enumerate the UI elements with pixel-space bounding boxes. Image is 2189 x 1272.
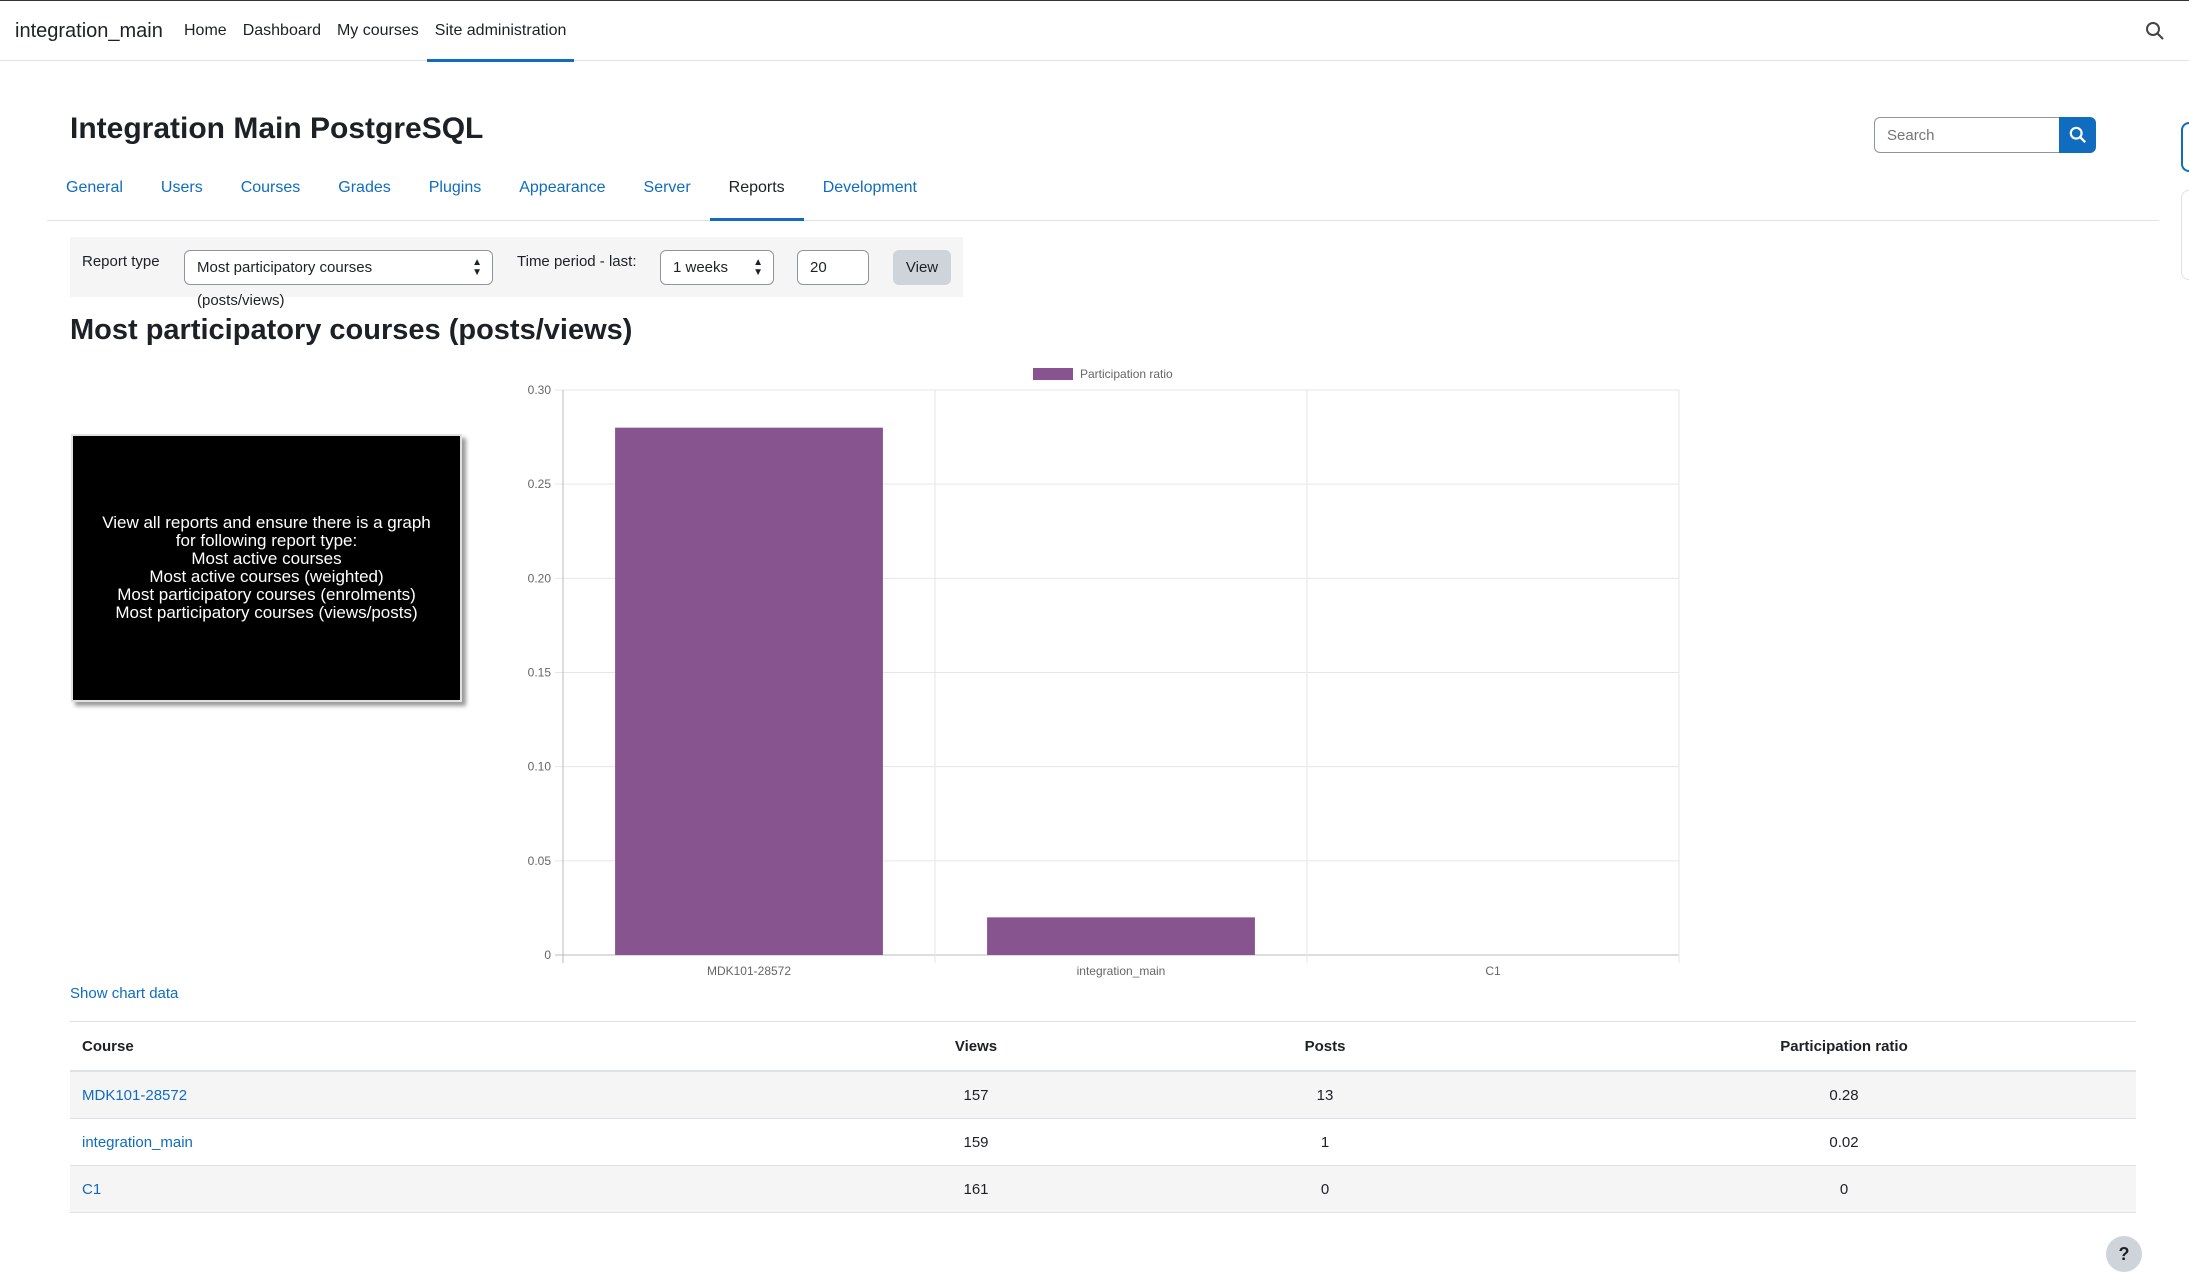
- image-text-line: Most active courses (weighted): [149, 567, 384, 586]
- ratio-cell: 0.28: [1552, 1071, 2136, 1119]
- y-tick-label: 0.30: [528, 383, 552, 397]
- views-cell: 157: [854, 1071, 1098, 1119]
- nav-my-courses[interactable]: My courses: [336, 22, 419, 39]
- ratio-cell: 0.02: [1552, 1118, 2136, 1166]
- time-period-select[interactable]: 1 weeks ▲ ▼: [660, 250, 774, 285]
- tab-appearance[interactable]: Appearance: [519, 179, 606, 196]
- block-drawer-handle[interactable]: [2181, 190, 2189, 280]
- y-tick-label: 0: [544, 948, 551, 962]
- admin-search-button[interactable]: [2059, 117, 2096, 153]
- col-course: Course: [70, 1021, 854, 1072]
- table-row: MDK101-28572 157 13 0.28: [70, 1071, 2136, 1119]
- y-tick-label: 0.10: [528, 760, 552, 774]
- admin-tabs: General Users Courses Grades Plugins App…: [47, 168, 2159, 221]
- table-row: C1 161 0 0: [70, 1165, 2136, 1213]
- x-tick-label: MDK101-28572: [707, 964, 791, 978]
- col-posts: Posts: [1098, 1021, 1552, 1072]
- image-text-line: Most participatory courses (views/posts): [115, 603, 418, 622]
- col-views: Views: [854, 1021, 1098, 1072]
- admin-search-input[interactable]: [1874, 117, 2059, 153]
- admin-search: [1874, 117, 2096, 153]
- search-icon: [2069, 126, 2086, 144]
- course-link[interactable]: integration_main: [82, 1133, 193, 1151]
- table-header-row: Course Views Posts Participation ratio: [70, 1021, 2136, 1072]
- report-instructions-image: View all reports and ensure there is a g…: [71, 434, 462, 702]
- drawer-toggle[interactable]: [2181, 122, 2189, 172]
- course-link[interactable]: MDK101-28572: [82, 1086, 188, 1104]
- x-tick-label: C1: [1485, 964, 1501, 978]
- image-text-line: Most participatory courses (enrolments): [117, 585, 416, 604]
- top-navbar: integration_main Home Dashboard My cours…: [0, 0, 2189, 62]
- report-heading: Most participatory courses (posts/views): [70, 314, 633, 346]
- views-cell: 161: [854, 1165, 1098, 1213]
- tab-reports[interactable]: Reports: [709, 168, 804, 221]
- time-period-label: Time period - last:: [517, 253, 637, 270]
- tab-plugins[interactable]: Plugins: [428, 179, 482, 196]
- posts-cell: 13: [1098, 1071, 1552, 1119]
- y-tick-label: 0.20: [528, 571, 552, 585]
- y-tick-label: 0.25: [528, 477, 552, 491]
- nav-home[interactable]: Home: [184, 22, 227, 39]
- tab-development[interactable]: Development: [822, 179, 917, 196]
- nav-site-administration[interactable]: Site administration: [426, 1, 575, 62]
- table-row: integration_main 159 1 0.02: [70, 1118, 2136, 1166]
- report-type-value: Most participatory courses (posts/views): [197, 259, 373, 309]
- course-link[interactable]: C1: [82, 1180, 102, 1198]
- show-chart-data-link[interactable]: Show chart data: [70, 985, 179, 1002]
- posts-cell: 0: [1098, 1165, 1552, 1213]
- help-button[interactable]: ?: [2106, 1236, 2142, 1272]
- time-period-value: 1 weeks: [673, 259, 729, 276]
- primary-nav: Home Dashboard My courses Site administr…: [176, 1, 575, 62]
- search-icon[interactable]: [2145, 21, 2165, 41]
- y-tick-label: 0.05: [528, 854, 552, 868]
- tab-grades[interactable]: Grades: [338, 179, 391, 196]
- col-participation-ratio: Participation ratio: [1552, 1021, 2136, 1072]
- posts-cell: 1: [1098, 1118, 1552, 1166]
- tab-users[interactable]: Users: [160, 179, 203, 196]
- image-text-line: Most active courses: [191, 549, 342, 568]
- x-tick-label: integration_main: [1077, 964, 1166, 978]
- nav-dashboard[interactable]: Dashboard: [242, 22, 321, 39]
- participation-chart: 0 0.05 0.10 0.15 0.20 0.25 0.30 MDK101-28572 int…: [528, 367, 1680, 978]
- legend-swatch: [1033, 368, 1073, 380]
- views-cell: 159: [854, 1118, 1098, 1166]
- report-form: Report type Most participatory courses (…: [70, 237, 963, 309]
- count-input[interactable]: 20: [797, 250, 869, 285]
- select-arrows-icon: ▲ ▼: [753, 256, 763, 278]
- y-tick-label: 0.15: [528, 666, 552, 680]
- legend-label: Participation ratio: [1080, 367, 1173, 381]
- report-table: Course Views Posts Participation ratio M…: [70, 1021, 2136, 1213]
- report-type-label: Report type: [82, 253, 160, 270]
- tab-server[interactable]: Server: [643, 179, 691, 196]
- report-type-select[interactable]: Most participatory courses (posts/views)…: [184, 250, 493, 309]
- image-text-line: View all reports and ensure there is a g…: [102, 513, 431, 550]
- chart-bar: [615, 427, 883, 956]
- site-brand[interactable]: integration_main: [15, 20, 163, 42]
- ratio-cell: 0: [1552, 1165, 2136, 1213]
- page-title: Integration Main PostgreSQL: [70, 112, 484, 145]
- tab-general[interactable]: General: [66, 179, 123, 196]
- chart-bar: [987, 917, 1255, 955]
- select-arrows-icon: ▲ ▼: [472, 256, 482, 278]
- tab-courses[interactable]: Courses: [240, 179, 301, 196]
- view-button[interactable]: View: [893, 250, 951, 285]
